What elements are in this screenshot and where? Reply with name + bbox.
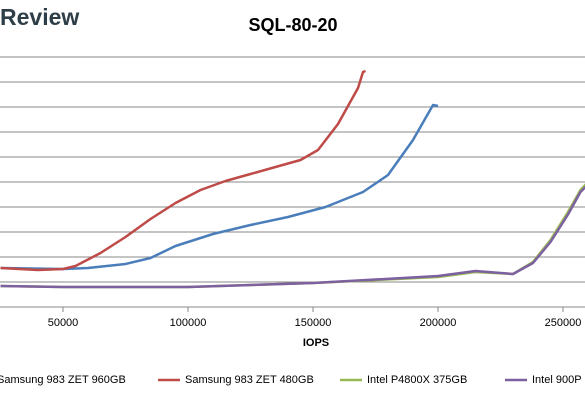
x-axis-title: IOPS: [303, 337, 329, 349]
legend-label: Samsung 983 ZET 480GB: [185, 374, 314, 386]
x-tick-label: 100000: [170, 317, 207, 329]
series-line: [0, 185, 585, 289]
legend-label: Intel 900P: [532, 374, 582, 386]
x-tick-label: 250000: [545, 317, 582, 329]
series-line: [0, 183, 585, 289]
x-tick-label: 200000: [420, 317, 457, 329]
legend-label: Samsung 983 ZET 960GB: [0, 374, 126, 386]
series-line: [0, 103, 439, 271]
x-tick-label: 50000: [48, 317, 79, 329]
x-tick-label: 150000: [295, 317, 332, 329]
legend-label: Intel P4800X 375GB: [367, 374, 467, 386]
series-line: [0, 69, 366, 272]
chart-title: SQL-80-20: [248, 15, 337, 35]
logo: Review: [0, 4, 79, 30]
